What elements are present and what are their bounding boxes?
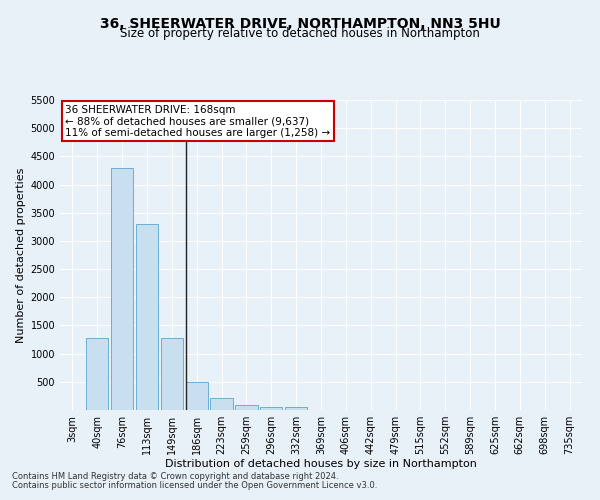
Text: 36, SHEERWATER DRIVE, NORTHAMPTON, NN3 5HU: 36, SHEERWATER DRIVE, NORTHAMPTON, NN3 5… bbox=[100, 18, 500, 32]
Bar bbox=[260, 406, 283, 410]
Text: 36 SHEERWATER DRIVE: 168sqm
← 88% of detached houses are smaller (9,637)
11% of : 36 SHEERWATER DRIVE: 168sqm ← 88% of det… bbox=[65, 104, 331, 138]
Text: Contains public sector information licensed under the Open Government Licence v3: Contains public sector information licen… bbox=[12, 481, 377, 490]
Y-axis label: Number of detached properties: Number of detached properties bbox=[16, 168, 26, 342]
Bar bbox=[86, 338, 109, 410]
Bar bbox=[285, 407, 307, 410]
Bar bbox=[161, 338, 183, 410]
Text: Size of property relative to detached houses in Northampton: Size of property relative to detached ho… bbox=[120, 28, 480, 40]
Bar bbox=[211, 398, 233, 410]
Bar bbox=[136, 224, 158, 410]
Text: Contains HM Land Registry data © Crown copyright and database right 2024.: Contains HM Land Registry data © Crown c… bbox=[12, 472, 338, 481]
Bar bbox=[111, 168, 133, 410]
X-axis label: Distribution of detached houses by size in Northampton: Distribution of detached houses by size … bbox=[165, 458, 477, 468]
Bar bbox=[185, 382, 208, 410]
Bar bbox=[235, 405, 257, 410]
